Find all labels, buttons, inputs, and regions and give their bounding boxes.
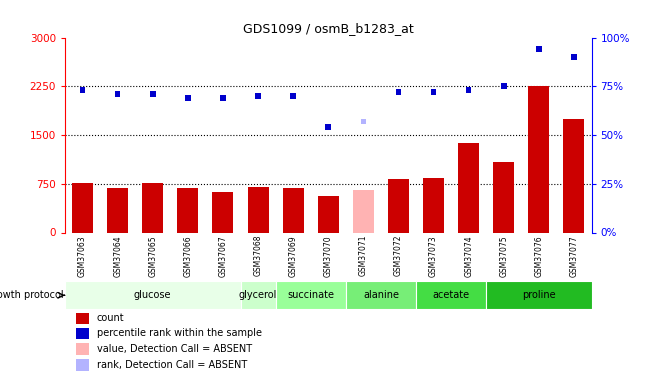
Bar (75, 328, 88, 339)
Text: GSM37074: GSM37074 (464, 235, 473, 277)
Text: GSM37064: GSM37064 (113, 235, 122, 277)
Bar (353, 190, 374, 232)
Bar (493, 162, 514, 232)
Point (148, 91, 158, 97)
Point (183, 95, 193, 101)
Title: GDS1099 / osmB_b1283_at: GDS1099 / osmB_b1283_at (243, 22, 413, 35)
Text: value, Detection Call = ABSENT: value, Detection Call = ABSENT (97, 344, 252, 354)
Text: GSM37077: GSM37077 (569, 235, 578, 277)
Point (218, 95, 228, 101)
Text: glucose: glucose (134, 290, 172, 300)
Text: GSM37065: GSM37065 (148, 235, 157, 277)
Text: GSM37072: GSM37072 (394, 235, 403, 276)
Bar (458, 143, 479, 232)
Text: growth protocol: growth protocol (0, 290, 63, 300)
Text: rank, Detection Call = ABSENT: rank, Detection Call = ABSENT (97, 360, 247, 370)
Text: GSM37068: GSM37068 (254, 235, 263, 276)
Bar (388, 179, 409, 232)
Text: percentile rank within the sample: percentile rank within the sample (97, 328, 261, 339)
Text: GSM37076: GSM37076 (534, 235, 543, 277)
Point (534, 46, 544, 52)
Text: GSM37075: GSM37075 (499, 235, 508, 277)
Text: GSM37067: GSM37067 (218, 235, 227, 277)
Bar (177, 188, 198, 232)
Bar (75, 344, 88, 355)
Bar (416, 281, 486, 309)
Bar (423, 178, 444, 232)
Text: GSM37070: GSM37070 (324, 235, 333, 277)
Bar (564, 119, 584, 232)
Point (463, 87, 474, 93)
Text: GSM37073: GSM37073 (429, 235, 438, 277)
Bar (318, 196, 339, 232)
Bar (248, 187, 268, 232)
Bar (486, 281, 592, 309)
Bar (65, 281, 240, 309)
Bar (72, 183, 93, 232)
Text: acetate: acetate (432, 290, 470, 300)
Text: glycerol: glycerol (239, 290, 278, 300)
Bar (276, 281, 346, 309)
Point (253, 93, 263, 99)
Bar (75, 312, 88, 324)
Bar (528, 86, 549, 232)
Text: count: count (97, 313, 124, 323)
Text: alanine: alanine (363, 290, 399, 300)
Bar (283, 188, 304, 232)
Point (499, 83, 509, 89)
Point (428, 89, 439, 95)
Point (288, 93, 298, 99)
Point (112, 91, 123, 97)
Text: proline: proline (522, 290, 556, 300)
Text: GSM37069: GSM37069 (289, 235, 298, 277)
Bar (142, 183, 163, 232)
Bar (75, 359, 88, 370)
Text: succinate: succinate (287, 290, 334, 300)
Point (323, 124, 333, 130)
Point (393, 89, 404, 95)
Point (569, 54, 579, 60)
Bar (346, 281, 416, 309)
Bar (240, 281, 276, 309)
Bar (107, 188, 128, 232)
Text: GSM37066: GSM37066 (183, 235, 192, 277)
Point (358, 118, 369, 124)
Text: GSM37063: GSM37063 (78, 235, 87, 277)
Text: GSM37071: GSM37071 (359, 235, 368, 276)
Point (77, 87, 88, 93)
Bar (213, 192, 233, 232)
